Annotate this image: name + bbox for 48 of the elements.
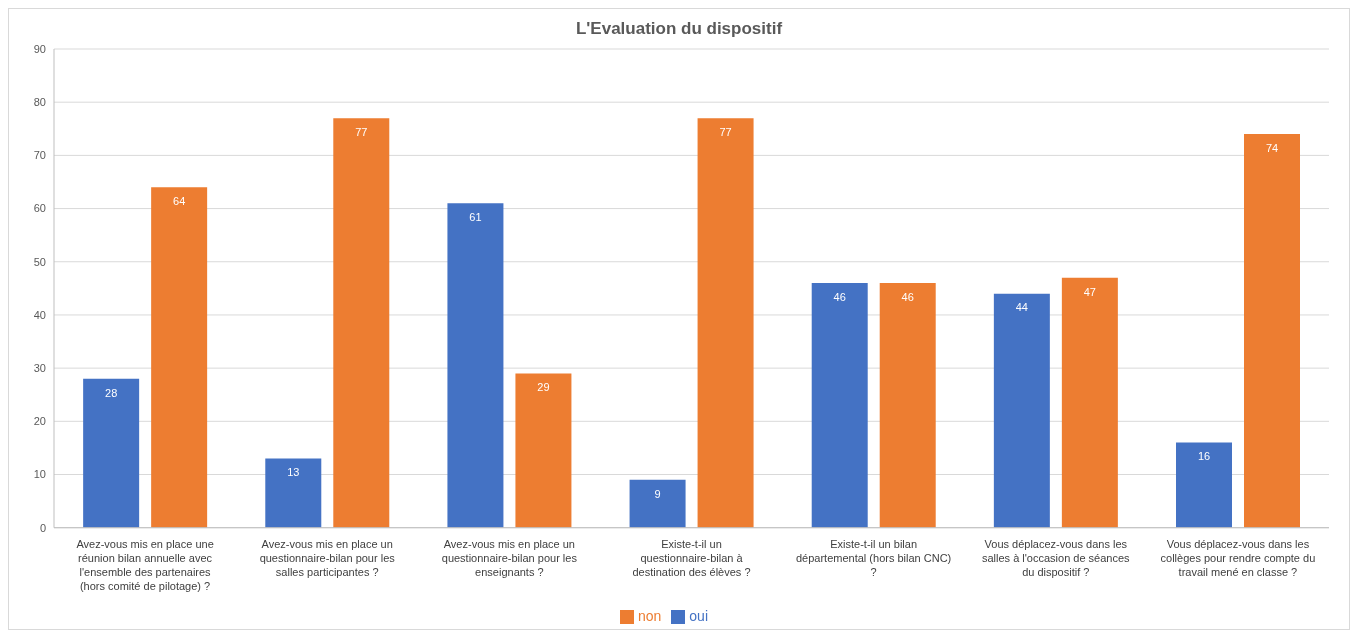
data-label: 16: [1197, 450, 1211, 463]
data-label: 61: [469, 211, 482, 224]
legend-label: oui: [689, 607, 709, 624]
bar: [879, 283, 936, 528]
y-tick-label: 80: [33, 96, 46, 109]
bar: [265, 458, 322, 528]
bar: [1061, 277, 1118, 528]
data-label: 77: [355, 125, 368, 138]
bar: [629, 479, 686, 528]
x-tick-label: Avez-vous mis en place un questionnaire-bilan pour les salles participantes ?: [259, 537, 396, 578]
data-label: 13: [287, 466, 300, 479]
bar: [83, 378, 140, 528]
chart-title: L'Evaluation du dispositif: [574, 18, 784, 39]
x-tick-label: Vous déplacez-vous dans les collèges pour rendre compte du travail mené en classe ?: [1160, 537, 1316, 578]
y-tick-label: 40: [33, 308, 46, 321]
y-tick-label: 50: [33, 255, 46, 268]
y-tick-label: 10: [33, 468, 46, 481]
x-tick-label: Vous déplacez-vous dans les salles à l'occasion de séances du dispositif ?: [981, 537, 1131, 578]
data-label: 46: [833, 290, 846, 303]
data-label: 47: [1083, 285, 1096, 298]
x-tick-label: Existe-t-il un questionnaire-bilan à destination des élèves ?: [632, 537, 751, 578]
data-label: 9: [654, 487, 661, 500]
data-label: 29: [537, 381, 550, 394]
data-label: 77: [719, 125, 732, 138]
bar: [993, 293, 1050, 528]
legend-label: non: [637, 607, 662, 624]
y-tick-label: 90: [33, 42, 46, 55]
y-tick-label: 30: [33, 362, 46, 375]
bar: [697, 118, 754, 528]
data-label: 44: [1015, 301, 1028, 314]
data-label: 46: [901, 290, 914, 303]
data-label: 64: [173, 195, 186, 208]
y-tick-label: 70: [33, 149, 46, 162]
bar: [1244, 134, 1300, 528]
y-tick-label: 20: [33, 415, 46, 428]
data-label: 74: [1265, 141, 1279, 154]
x-tick-label: Avez-vous mis en place un questionnaire-bilan pour les enseignants ?: [441, 537, 578, 578]
y-tick-label: 60: [33, 202, 46, 215]
bar: [333, 118, 390, 528]
bar: [811, 283, 868, 528]
bar: [515, 373, 572, 528]
bar: [151, 187, 208, 528]
x-tick-label: Avez-vous mis en place une réunion bilan annuelle avec l'ensemble des partenaires (hors comité de pilotage) ?: [76, 537, 214, 592]
bar: [1176, 442, 1232, 528]
data-label: 28: [105, 386, 118, 399]
x-tick-label: Existe-t-il un bilan départemental (hors bilan CNC) ?: [795, 537, 952, 578]
y-tick-label: 0: [39, 521, 46, 534]
bar: [447, 203, 504, 528]
